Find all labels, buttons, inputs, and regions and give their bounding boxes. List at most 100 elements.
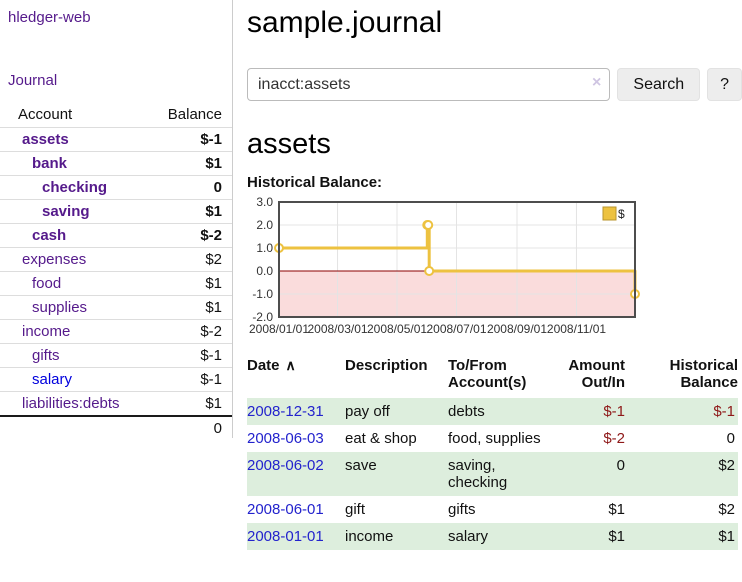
transaction-amount: $-2 (603, 430, 625, 447)
transaction-description: gift (345, 501, 366, 518)
transaction-date-link[interactable]: 2008-06-02 (247, 457, 324, 474)
account-balance: $-2 (200, 227, 222, 244)
account-row: assets $-1 (0, 127, 232, 152)
account-link-food[interactable]: food (32, 275, 62, 292)
register-row: 2008-06-03 eat & shop food, supplies $-2 0 (247, 425, 738, 452)
account-balance: $2 (205, 251, 222, 268)
svg-text:2008/05/01: 2008/05/01 (367, 322, 427, 336)
account-balance: $-1 (200, 347, 222, 364)
transaction-date-link[interactable]: 2008-06-03 (247, 430, 324, 447)
historical-balance-chart: $3.0 2.0 1.0 0.0 -1.0 -2.02008/01/012008/03/0… (249, 195, 640, 336)
sort-ascending-icon: ∧ (285, 357, 296, 373)
transaction-balance: $-1 (713, 403, 735, 420)
transaction-date-link[interactable]: 2008-06-01 (247, 501, 324, 518)
svg-text:$: $ (618, 207, 625, 221)
transaction-date-link[interactable]: 2008-01-01 (247, 528, 324, 545)
account-balance: $1 (205, 155, 222, 172)
app-title-link[interactable]: hledger-web (8, 9, 91, 26)
account-link-saving[interactable]: saving (42, 203, 90, 220)
transaction-description: income (345, 528, 394, 545)
account-row: salary $-1 (0, 367, 232, 392)
account-link-expenses[interactable]: expenses (22, 251, 87, 268)
account-row: income $-2 (0, 319, 232, 344)
register-header-amount-out-in: Amount Out/In (568, 357, 625, 391)
transaction-accounts: gifts (448, 501, 476, 518)
transaction-amount: $-1 (603, 403, 625, 420)
clear-search-icon[interactable]: × (592, 74, 602, 91)
accounts-table: Account Balance assets $-1 bank $1 checking 0… (0, 103, 232, 440)
chart-title: Historical Balance: (247, 174, 383, 191)
account-row: saving $1 (0, 199, 232, 224)
account-row: liabilities:debts $1 (0, 391, 232, 417)
account-row: food $1 (0, 271, 232, 296)
search-help-button[interactable]: ? (707, 68, 742, 101)
transaction-date-link[interactable]: 2008-12-31 (247, 403, 324, 420)
transaction-amount: 0 (616, 457, 625, 474)
account-row: checking 0 (0, 175, 232, 200)
transaction-balance: $2 (718, 501, 735, 518)
account-link-gifts[interactable]: gifts (32, 347, 60, 364)
account-balance: $1 (205, 299, 222, 316)
accounts-header-account: Account (18, 106, 73, 123)
register-row: 2008-06-02 save saving, checking 0 $2 (247, 452, 738, 496)
transaction-accounts: saving, checking (448, 457, 508, 491)
accounts-total-balance: 0 (213, 420, 222, 437)
register-header-to-from-account-s-: To/From Account(s) (448, 357, 527, 391)
account-link-supplies[interactable]: supplies (32, 299, 88, 316)
transaction-description: save (345, 457, 377, 474)
transaction-balance: $1 (718, 528, 735, 545)
account-balance: $1 (205, 275, 222, 292)
page-title: sample.journal (247, 6, 443, 39)
account-link-liabilities-debts[interactable]: liabilities:debts (22, 395, 120, 412)
register-header-description: Description (345, 357, 428, 374)
svg-text:3.0: 3.0 (256, 195, 273, 209)
transaction-balance: 0 (726, 430, 735, 447)
account-row: gifts $-1 (0, 343, 232, 368)
svg-text:2008/11/01: 2008/11/01 (547, 322, 606, 336)
account-balance: $-2 (200, 323, 222, 340)
account-balance: $1 (205, 203, 222, 220)
transaction-accounts: debts (448, 403, 485, 420)
register-row: 2008-06-01 gift gifts $1 $2 (247, 496, 738, 523)
accounts-header-balance: Balance (167, 106, 222, 123)
svg-text:0.0: 0.0 (256, 264, 273, 278)
svg-text:-1.0: -1.0 (252, 287, 273, 301)
register-row: 2008-01-01 income salary $1 $1 (247, 523, 738, 550)
register-header-date[interactable]: Date ∧ (247, 357, 296, 374)
svg-text:2008/03/01: 2008/03/01 (307, 322, 367, 336)
search-button[interactable]: Search (617, 68, 701, 101)
svg-text:2.0: 2.0 (256, 218, 273, 232)
transaction-accounts: salary (448, 528, 489, 545)
main-content: sample.journal × Search ? assets Histori… (247, 0, 742, 550)
account-row: bank $1 (0, 151, 232, 176)
transaction-balance: $2 (718, 457, 735, 474)
svg-text:1.0: 1.0 (256, 241, 273, 255)
transaction-description: pay off (345, 403, 390, 420)
search-input[interactable] (247, 68, 611, 101)
account-link-income[interactable]: income (22, 323, 71, 340)
account-link-salary[interactable]: salary (32, 371, 73, 388)
account-balance: $1 (205, 395, 222, 412)
register-header-historical-balance: Historical Balance (669, 357, 738, 391)
account-balance: $-1 (200, 371, 222, 388)
transaction-amount: $1 (608, 528, 625, 545)
account-heading: assets (247, 128, 331, 160)
register-row: 2008-12-31 pay off debts $-1 $-1 (247, 398, 738, 425)
account-row: expenses $2 (0, 247, 232, 272)
accounts-total-row: 0 (0, 416, 232, 440)
sidebar-item-journal[interactable]: Journal (8, 72, 58, 89)
account-link-assets[interactable]: assets (22, 131, 69, 148)
account-link-checking[interactable]: checking (42, 179, 108, 196)
account-link-bank[interactable]: bank (32, 155, 68, 172)
svg-text:2008/01/01: 2008/01/01 (249, 322, 309, 336)
svg-text:-2.0: -2.0 (252, 310, 273, 324)
transaction-accounts: food, supplies (448, 430, 541, 447)
transaction-description: eat & shop (345, 430, 417, 447)
sidebar: hledger-web Journal Account Balance asse… (0, 0, 233, 438)
account-link-cash[interactable]: cash (32, 227, 67, 244)
register-table: Date ∧ Description To/From Account(s) Amount O… (247, 353, 738, 550)
svg-text:2008/07/01: 2008/07/01 (426, 322, 486, 336)
account-balance: 0 (213, 179, 222, 196)
account-row: cash $-2 (0, 223, 232, 248)
account-balance: $-1 (200, 131, 222, 148)
